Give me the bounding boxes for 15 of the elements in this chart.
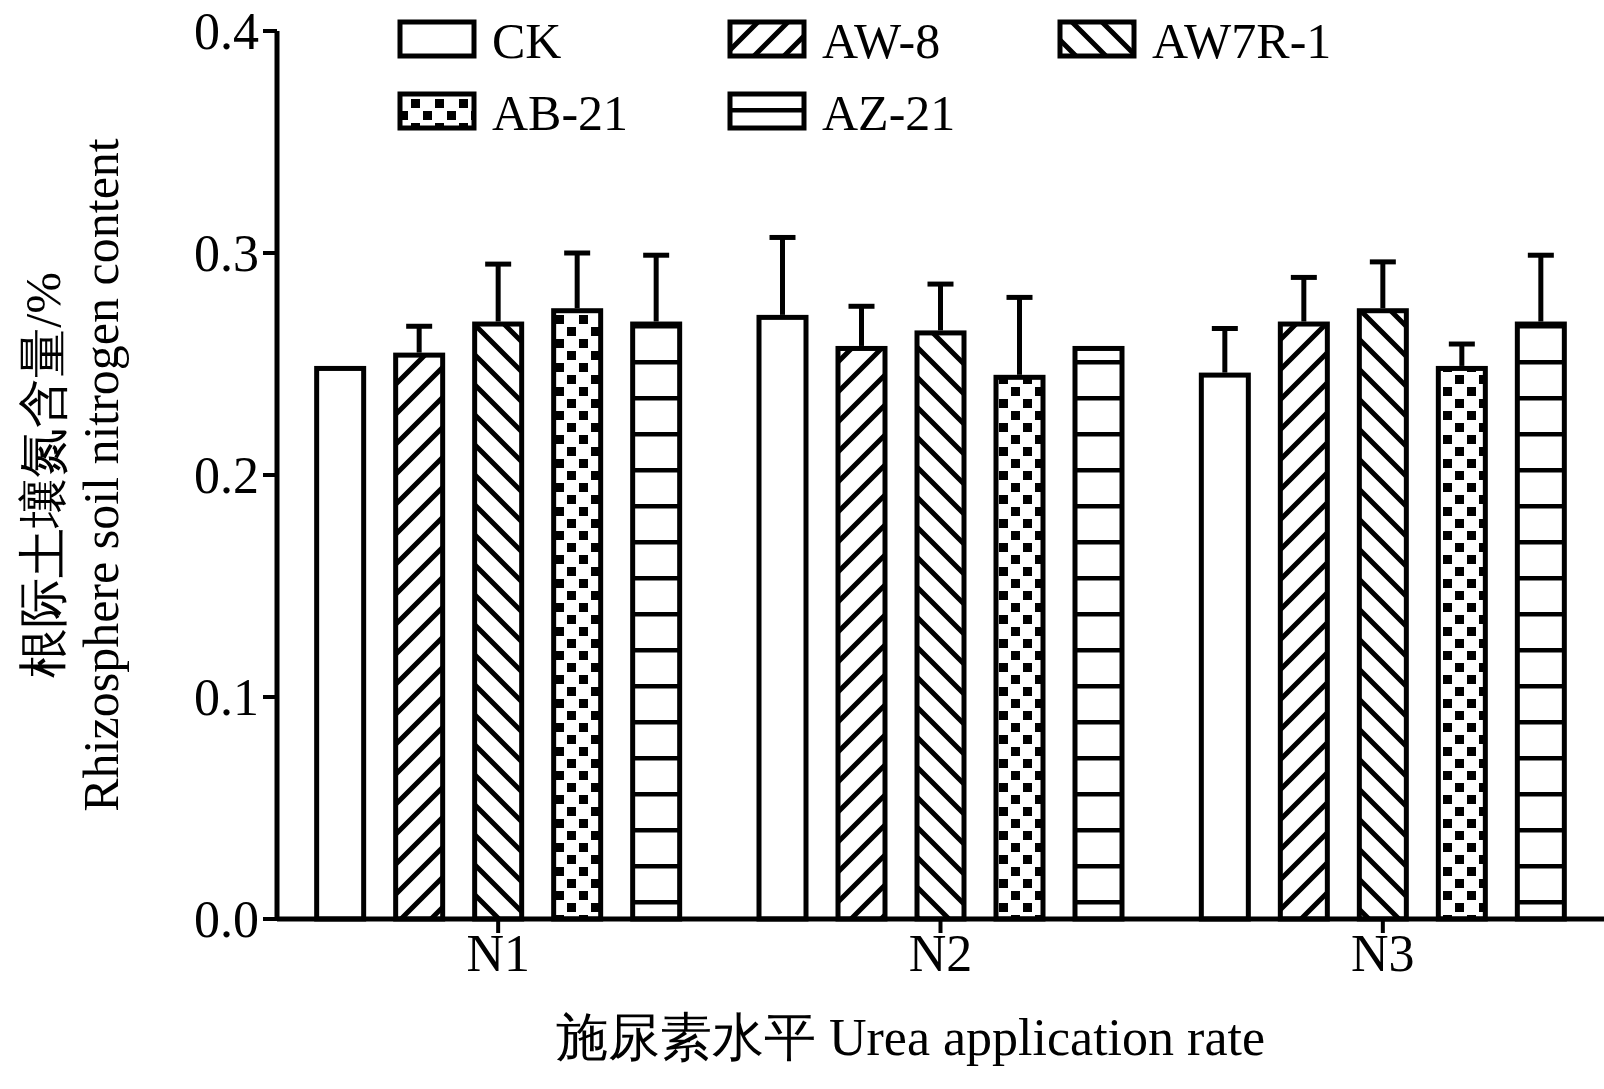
y-tick-label: 0.3 [194, 224, 259, 282]
x-tick-label: N2 [908, 925, 973, 982]
legend-label: AW7R-1 [1152, 13, 1332, 69]
legend-label: CK [492, 13, 562, 69]
legend-label: AZ-21 [822, 85, 956, 141]
y-tick-label: 0.2 [194, 446, 259, 504]
x-tick-label: N3 [1351, 925, 1415, 982]
legend-label: AB-21 [492, 85, 629, 141]
legend-label: AW-8 [822, 13, 941, 69]
y-axis-title: 根际土壤氮含量/% Rhizosphere soil nitrogen content [15, 138, 129, 812]
y-tick-label: 0.4 [194, 2, 259, 60]
x-tick-label: N1 [466, 925, 530, 982]
x-axis-title: 施尿素水平 Urea application rate [556, 1009, 1265, 1066]
y-tick-label: 0.1 [194, 668, 259, 726]
y-tick-label: 0.0 [194, 890, 259, 948]
